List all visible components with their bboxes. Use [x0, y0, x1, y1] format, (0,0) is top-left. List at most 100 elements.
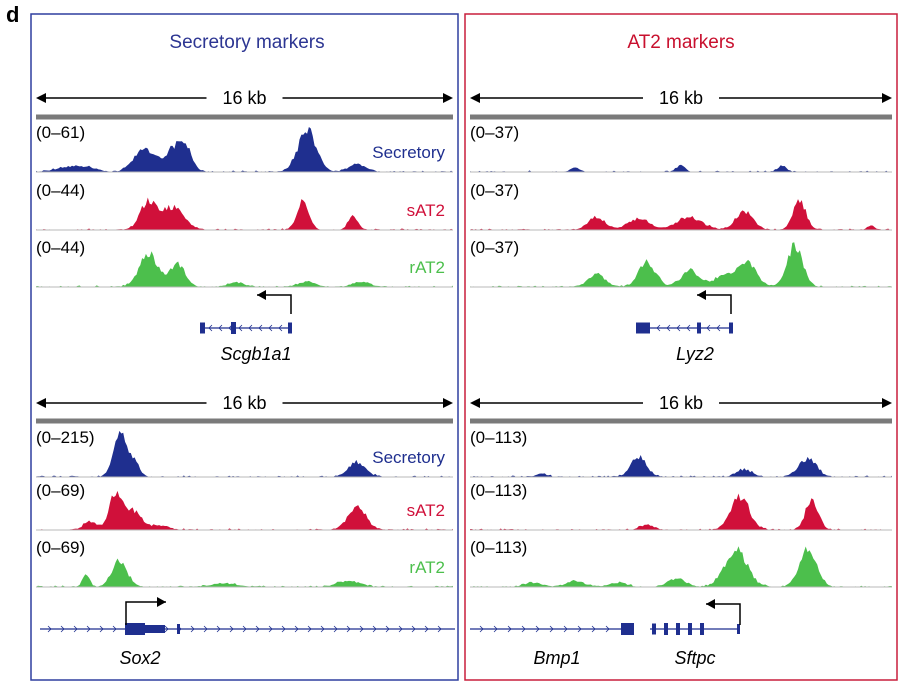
- strand-tick: [248, 324, 253, 332]
- strand-tick: [255, 625, 260, 633]
- tss-arrow-stem: [706, 603, 741, 625]
- signal-track: (0–113): [470, 481, 892, 531]
- gene-model: [470, 623, 740, 635]
- track-range: (0–69): [36, 538, 85, 557]
- track-range: (0–113): [470, 428, 527, 447]
- coverage-profile: [36, 251, 453, 287]
- strand-tick: [605, 625, 610, 633]
- tss-arrow-icon: [706, 599, 741, 625]
- region-bar: [470, 418, 892, 424]
- strand-tick: [577, 625, 582, 633]
- strand-tick: [493, 625, 498, 633]
- track-name: rAT2: [409, 258, 445, 277]
- tss-arrowhead: [706, 599, 715, 609]
- scale-ruler: 16 kb: [470, 393, 892, 413]
- tss-arrowhead: [157, 597, 166, 607]
- track-range: (0–61): [36, 123, 85, 142]
- tss-arrow-icon: [697, 290, 732, 314]
- ruler-arrowhead-right: [882, 398, 892, 408]
- gene-exon: [288, 322, 292, 334]
- track-range: (0–37): [470, 123, 519, 142]
- scale-ruler: 16 kb: [36, 393, 453, 413]
- gene-name: Scgb1a1: [220, 344, 291, 364]
- strand-tick: [218, 324, 223, 332]
- strand-tick: [216, 625, 221, 633]
- gene-exon: [688, 623, 692, 635]
- strand-tick: [86, 625, 91, 633]
- coverage-profile: [470, 164, 892, 172]
- tss-arrowhead: [697, 290, 706, 300]
- ruler-arrowhead-right: [443, 398, 453, 408]
- gene-name: Lyz2: [676, 344, 714, 364]
- at2-markers-frame: [464, 13, 898, 681]
- coverage-profile: [470, 546, 892, 587]
- tss-arrow-stem: [697, 294, 732, 314]
- strand-tick: [535, 625, 540, 633]
- tss-arrow-icon: [257, 290, 292, 314]
- strand-tick: [208, 324, 213, 332]
- track-name: Secretory: [372, 448, 445, 467]
- ruler-arrowhead-right: [443, 93, 453, 103]
- region-bar: [470, 114, 892, 120]
- strand-tick: [294, 625, 299, 633]
- strand-tick: [99, 625, 104, 633]
- signal-track: (0–69) sAT2: [36, 481, 453, 531]
- track-range: (0–215): [36, 428, 95, 447]
- tracks-area: 16 kb (0–61) Secretory (0–44) sAT2 (0–44) rAT2…: [36, 88, 892, 668]
- coverage-profile: [470, 455, 892, 477]
- gene-exon: [200, 322, 205, 334]
- strand-tick: [281, 625, 286, 633]
- signal-track: (0–44) sAT2: [36, 181, 453, 231]
- signal-track: (0–113): [470, 538, 892, 588]
- strand-tick: [591, 625, 596, 633]
- strand-tick: [164, 625, 169, 633]
- track-name: rAT2: [409, 558, 445, 577]
- signal-track: (0–37): [470, 181, 892, 231]
- panel-title-at2-markers: AT2 markers: [627, 32, 734, 53]
- scale-label: 16 kb: [659, 88, 703, 108]
- gene-exon: [737, 624, 740, 634]
- gene-model: [40, 623, 455, 635]
- region-bar: [36, 114, 453, 120]
- panel-title-secretory-markers: Secretory markers: [169, 32, 324, 53]
- strand-tick: [60, 625, 65, 633]
- gene-model: [636, 322, 733, 334]
- strand-tick: [112, 625, 117, 633]
- strand-tick: [346, 625, 351, 633]
- strand-tick: [385, 625, 390, 633]
- strand-tick: [229, 625, 234, 633]
- track-range: (0–44): [36, 238, 85, 257]
- gene-exon: [729, 322, 733, 334]
- tss-arrowhead: [257, 290, 266, 300]
- strand-tick: [242, 625, 247, 633]
- signal-track: (0–44) rAT2: [36, 238, 453, 288]
- strand-tick: [268, 324, 273, 332]
- strand-tick: [549, 625, 554, 633]
- strand-tick: [424, 625, 429, 633]
- signal-track: (0–37): [470, 123, 892, 173]
- strand-tick: [278, 324, 283, 332]
- track-range: (0–113): [470, 481, 527, 500]
- gene-name: Bmp1: [533, 648, 580, 668]
- strand-tick: [716, 324, 721, 332]
- region-bar: [36, 418, 453, 424]
- strand-tick: [203, 625, 208, 633]
- panel-label: d: [6, 2, 19, 27]
- signal-track: (0–113): [470, 428, 892, 478]
- strand-tick: [398, 625, 403, 633]
- gene-model: [200, 322, 292, 334]
- strand-tick: [307, 625, 312, 633]
- strand-tick: [507, 625, 512, 633]
- ruler-arrowhead-left: [470, 398, 480, 408]
- strand-tick: [372, 625, 377, 633]
- track-name: sAT2: [407, 201, 445, 220]
- strand-tick: [228, 324, 233, 332]
- track-range: (0–113): [470, 538, 527, 557]
- gene-exon: [700, 623, 704, 635]
- gene-exon: [697, 322, 701, 334]
- strand-tick: [359, 625, 364, 633]
- strand-tick: [190, 625, 195, 633]
- strand-tick: [563, 625, 568, 633]
- coverage-profile: [470, 199, 892, 230]
